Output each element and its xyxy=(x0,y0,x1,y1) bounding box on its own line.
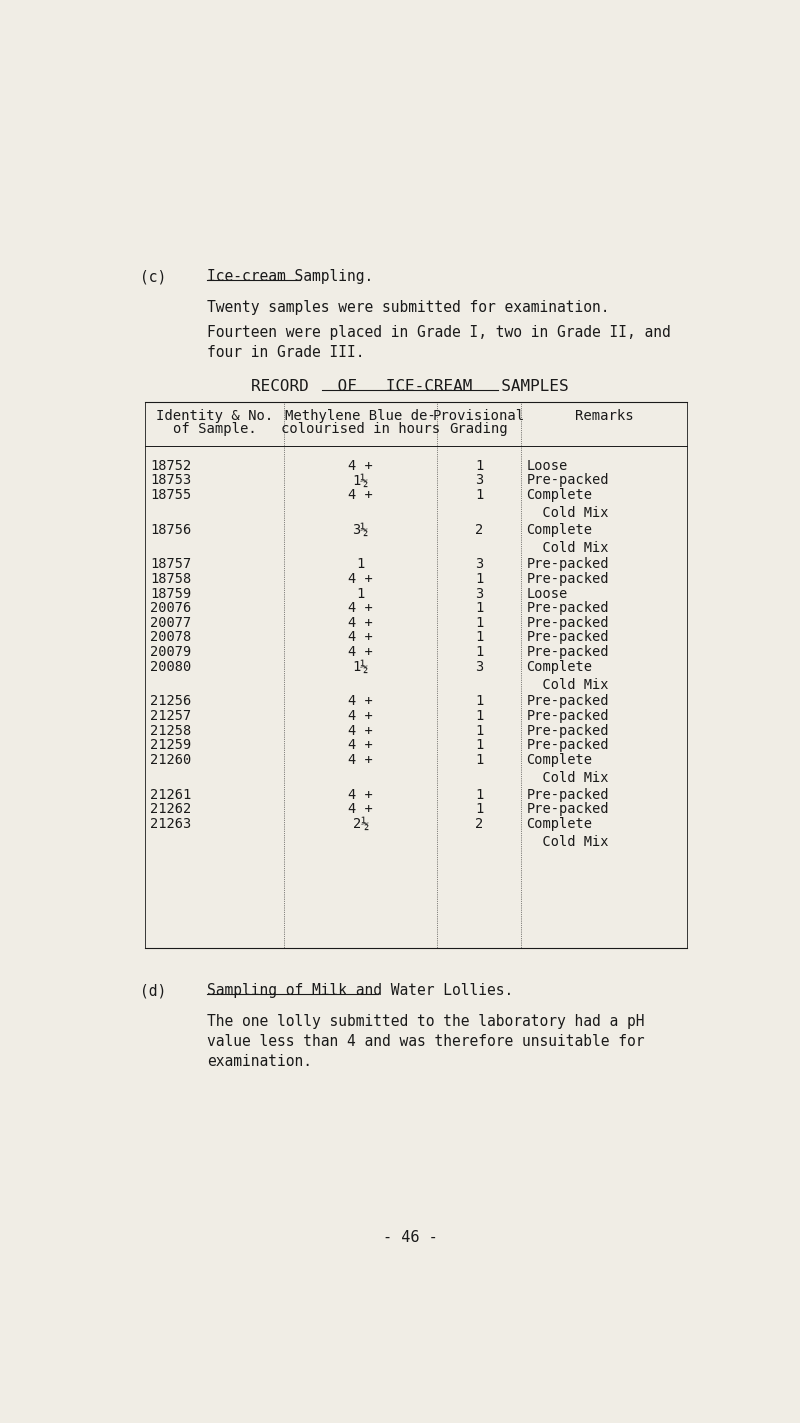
Text: 4 +: 4 + xyxy=(349,709,373,723)
Text: Complete
  Cold Mix: Complete Cold Mix xyxy=(526,753,609,785)
Text: Pre-packed: Pre-packed xyxy=(526,630,609,645)
Text: 1: 1 xyxy=(475,616,483,630)
Text: Twenty samples were submitted for examination.: Twenty samples were submitted for examin… xyxy=(207,300,610,314)
Text: Loose: Loose xyxy=(526,458,567,472)
Text: 3½: 3½ xyxy=(353,522,369,536)
Text: 21256: 21256 xyxy=(150,694,192,709)
Text: Pre-packed: Pre-packed xyxy=(526,803,609,817)
Text: 1: 1 xyxy=(475,488,483,502)
Text: 21263: 21263 xyxy=(150,817,192,831)
Text: 18755: 18755 xyxy=(150,488,192,502)
Text: Complete
  Cold Mix: Complete Cold Mix xyxy=(526,817,609,850)
Text: 1: 1 xyxy=(475,694,483,709)
Text: 4 +: 4 + xyxy=(349,645,373,659)
Text: Fourteen were placed in Grade I, two in Grade II, and
four in Grade III.: Fourteen were placed in Grade I, two in … xyxy=(207,324,670,360)
Text: (c): (c) xyxy=(140,269,166,285)
Text: 4 +: 4 + xyxy=(349,458,373,472)
Text: The one lolly submitted to the laboratory had a pH
value less than 4 and was the: The one lolly submitted to the laborator… xyxy=(207,1015,645,1069)
Text: 4 +: 4 + xyxy=(349,787,373,801)
Text: 1: 1 xyxy=(475,601,483,615)
Text: 18753: 18753 xyxy=(150,474,192,487)
Text: Pre-packed: Pre-packed xyxy=(526,645,609,659)
Text: 4 +: 4 + xyxy=(349,753,373,767)
Text: 4 +: 4 + xyxy=(349,803,373,817)
Text: 1: 1 xyxy=(475,709,483,723)
Text: 3: 3 xyxy=(475,474,483,487)
Text: 4 +: 4 + xyxy=(349,694,373,709)
Text: Complete
  Cold Mix: Complete Cold Mix xyxy=(526,660,609,692)
Text: 1: 1 xyxy=(475,803,483,817)
Text: 4 +: 4 + xyxy=(349,724,373,737)
Text: Grading: Grading xyxy=(450,421,508,435)
Text: colourised in hours: colourised in hours xyxy=(282,421,440,435)
Text: - 46 -: - 46 - xyxy=(382,1229,438,1245)
Text: Pre-packed: Pre-packed xyxy=(526,694,609,709)
Text: 2½: 2½ xyxy=(353,817,369,831)
Text: Pre-packed: Pre-packed xyxy=(526,601,609,615)
Text: 21260: 21260 xyxy=(150,753,192,767)
Text: 1½: 1½ xyxy=(353,474,369,487)
Text: 4 +: 4 + xyxy=(349,739,373,753)
Text: 20076: 20076 xyxy=(150,601,192,615)
Text: 2: 2 xyxy=(475,817,483,831)
Text: 4 +: 4 + xyxy=(349,630,373,645)
Text: 21261: 21261 xyxy=(150,787,192,801)
Text: Pre-packed: Pre-packed xyxy=(526,474,609,487)
Text: 1: 1 xyxy=(475,739,483,753)
Text: 18759: 18759 xyxy=(150,586,192,601)
Text: 1: 1 xyxy=(357,558,365,571)
Text: 1: 1 xyxy=(475,645,483,659)
Text: Pre-packed: Pre-packed xyxy=(526,709,609,723)
Text: Identity & No.: Identity & No. xyxy=(156,410,274,424)
Text: Pre-packed: Pre-packed xyxy=(526,558,609,571)
Text: 20078: 20078 xyxy=(150,630,192,645)
Text: 1: 1 xyxy=(475,753,483,767)
Text: (d): (d) xyxy=(140,983,166,998)
Text: 1: 1 xyxy=(475,630,483,645)
Text: 18756: 18756 xyxy=(150,522,192,536)
Text: 18757: 18757 xyxy=(150,558,192,571)
Text: 3: 3 xyxy=(475,660,483,673)
Text: 4 +: 4 + xyxy=(349,572,373,586)
Text: Ice-cream Sampling.: Ice-cream Sampling. xyxy=(207,269,373,285)
Text: Pre-packed: Pre-packed xyxy=(526,616,609,630)
Text: 1: 1 xyxy=(475,787,483,801)
Text: Loose: Loose xyxy=(526,586,567,601)
Text: 21259: 21259 xyxy=(150,739,192,753)
Text: 21262: 21262 xyxy=(150,803,192,817)
Text: Remarks: Remarks xyxy=(575,410,634,424)
Text: 21257: 21257 xyxy=(150,709,192,723)
Text: 4 +: 4 + xyxy=(349,616,373,630)
Text: 20079: 20079 xyxy=(150,645,192,659)
Text: Pre-packed: Pre-packed xyxy=(526,572,609,586)
Text: Pre-packed: Pre-packed xyxy=(526,787,609,801)
Text: 1: 1 xyxy=(475,458,483,472)
Text: 20077: 20077 xyxy=(150,616,192,630)
Text: of Sample.: of Sample. xyxy=(173,421,257,435)
Text: 3: 3 xyxy=(475,586,483,601)
Text: 4 +: 4 + xyxy=(349,488,373,502)
Text: 4 +: 4 + xyxy=(349,601,373,615)
Text: 20080: 20080 xyxy=(150,660,192,673)
Text: 1: 1 xyxy=(475,724,483,737)
Text: 1: 1 xyxy=(475,572,483,586)
Text: Complete
  Cold Mix: Complete Cold Mix xyxy=(526,488,609,521)
Text: Complete
  Cold Mix: Complete Cold Mix xyxy=(526,522,609,555)
Text: Pre-packed: Pre-packed xyxy=(526,739,609,753)
Text: 3: 3 xyxy=(475,558,483,571)
Text: 1: 1 xyxy=(357,586,365,601)
Text: Provisional: Provisional xyxy=(433,410,525,424)
Text: RECORD   OF   ICE-CREAM   SAMPLES: RECORD OF ICE-CREAM SAMPLES xyxy=(251,379,569,394)
Text: Methylene Blue de-: Methylene Blue de- xyxy=(286,410,436,424)
Text: 18752: 18752 xyxy=(150,458,192,472)
Text: Sampling of Milk and Water Lollies.: Sampling of Milk and Water Lollies. xyxy=(207,983,514,998)
Text: Pre-packed: Pre-packed xyxy=(526,724,609,737)
Text: 2: 2 xyxy=(475,522,483,536)
Text: 21258: 21258 xyxy=(150,724,192,737)
Text: 18758: 18758 xyxy=(150,572,192,586)
Text: 1½: 1½ xyxy=(353,660,369,673)
